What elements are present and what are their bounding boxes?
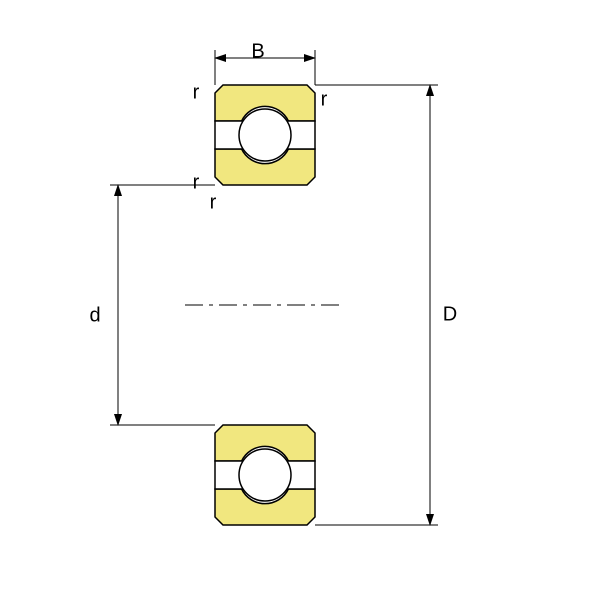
label-B: B — [251, 40, 264, 62]
label-r: r — [210, 191, 217, 213]
label-r: r — [193, 81, 200, 103]
label-r: r — [193, 171, 200, 193]
label-r: r — [321, 88, 328, 110]
label-d: d — [89, 304, 100, 326]
bearing-diagram: BDdrrrr — [0, 0, 600, 600]
label-D: D — [443, 303, 457, 325]
